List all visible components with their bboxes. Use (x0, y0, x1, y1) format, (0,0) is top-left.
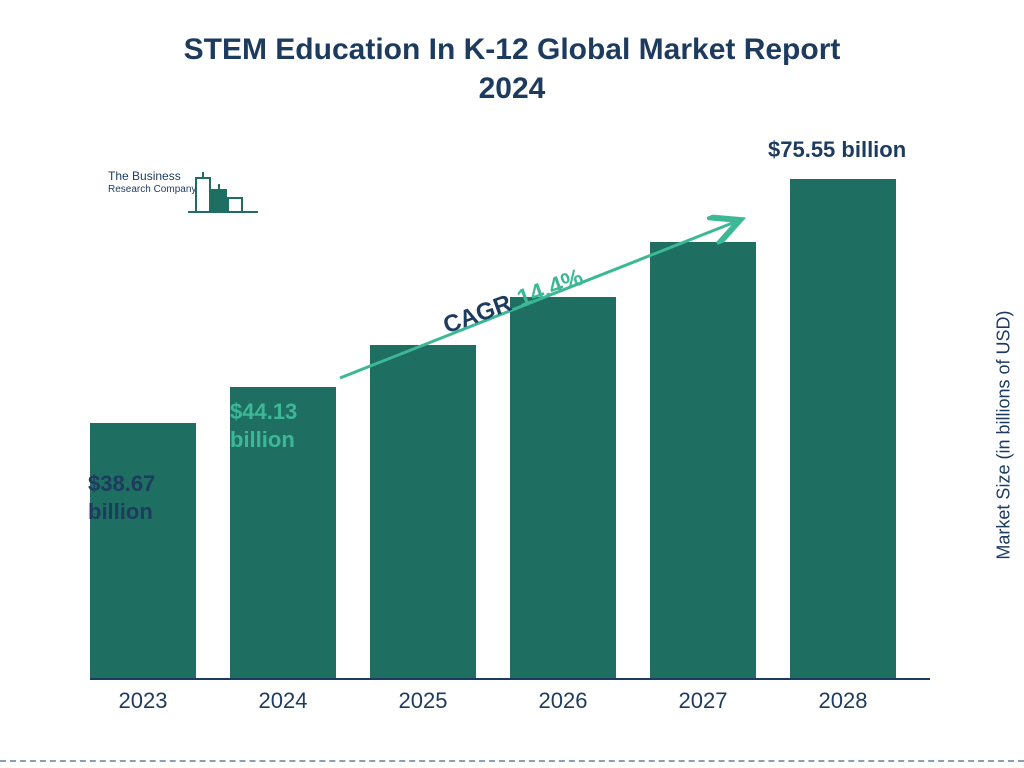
x-label-2025: 2025 (370, 688, 476, 714)
bar-2027 (650, 242, 756, 678)
bar-2025 (370, 345, 476, 678)
chart-title: STEM Education In K-12 Global Market Rep… (0, 30, 1024, 108)
x-label-2027: 2027 (650, 688, 756, 714)
bar-chart (90, 150, 930, 680)
x-label-2028: 2028 (790, 688, 896, 714)
value-label-2028: $75.55 billion (768, 136, 906, 164)
y-axis-label: Market Size (in billions of USD) (994, 311, 1015, 560)
bar-2023 (90, 423, 196, 678)
value-label-2023: $38.67billion (88, 470, 155, 525)
bar-2026 (510, 297, 616, 678)
x-label-2026: 2026 (510, 688, 616, 714)
footer-dashed-line (0, 760, 1024, 762)
x-label-2023: 2023 (90, 688, 196, 714)
x-label-2024: 2024 (230, 688, 336, 714)
x-axis-line (90, 678, 930, 680)
value-label-2024: $44.13billion (230, 398, 297, 453)
bar-2028 (790, 179, 896, 678)
